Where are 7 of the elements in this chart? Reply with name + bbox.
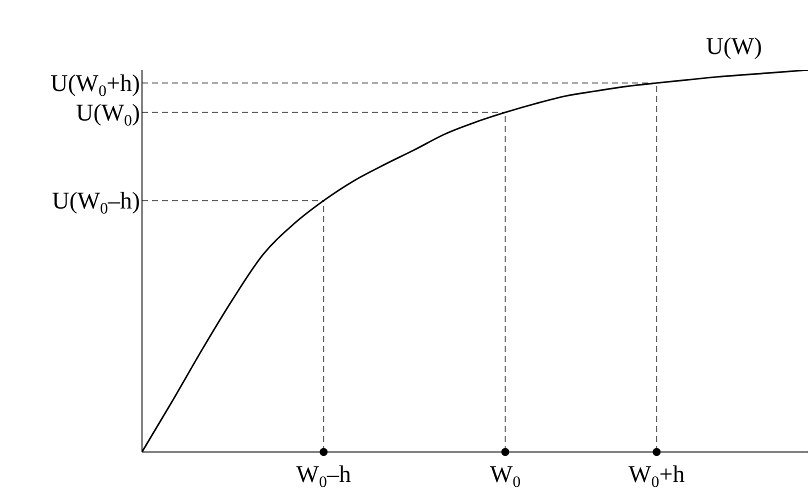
ref-line-label: U(W$_{0}$–h) bbox=[52, 188, 140, 218]
x-tick-label: W$_{0}$ bbox=[490, 462, 521, 491]
ref-line-label: U(W$_{0}$+h) bbox=[50, 70, 140, 100]
x-tick-label: W$_{0}$–h bbox=[296, 462, 351, 491]
series-label: U(W) bbox=[706, 34, 762, 60]
x-tick-label: W$_{0}$+h bbox=[628, 462, 685, 491]
ref-line-label: U(W$_{0}$) bbox=[76, 100, 140, 130]
